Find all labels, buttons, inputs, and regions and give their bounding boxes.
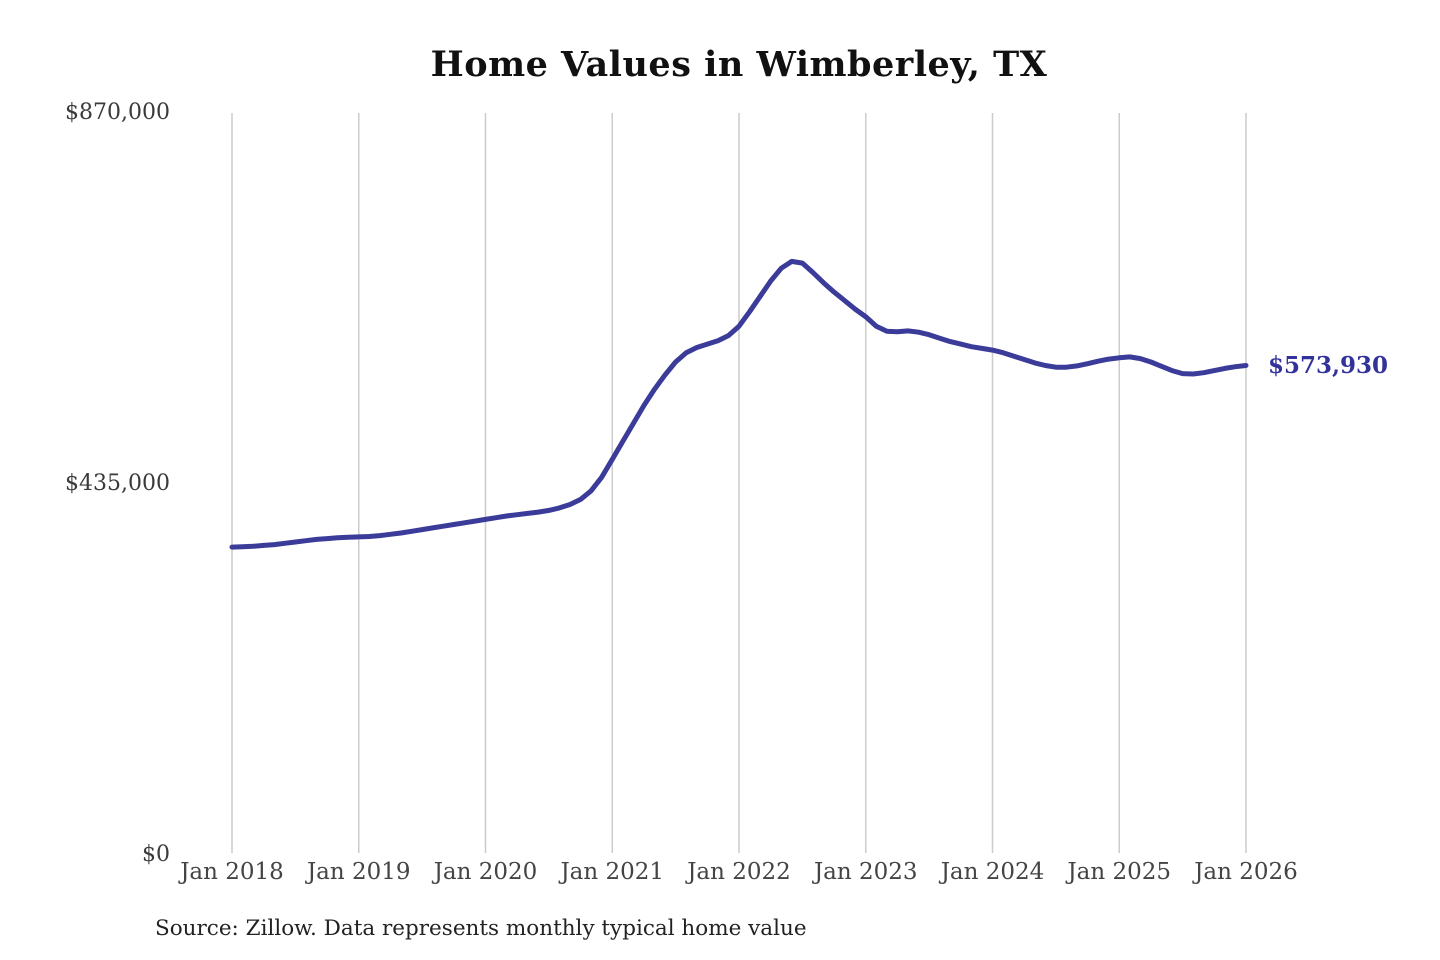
home-value-line xyxy=(229,258,1249,550)
y-tick-label-0: $0 xyxy=(142,842,170,867)
y-tick-label-435000: $435,000 xyxy=(65,471,170,496)
current-value-label: $573,930 xyxy=(1268,351,1389,379)
chart-title: Home Values in Wimberley, TX xyxy=(430,44,1048,85)
y-tick-label-870000: $870,000 xyxy=(65,100,170,125)
source-note: Source: Zillow. Data represents monthly … xyxy=(155,916,807,941)
